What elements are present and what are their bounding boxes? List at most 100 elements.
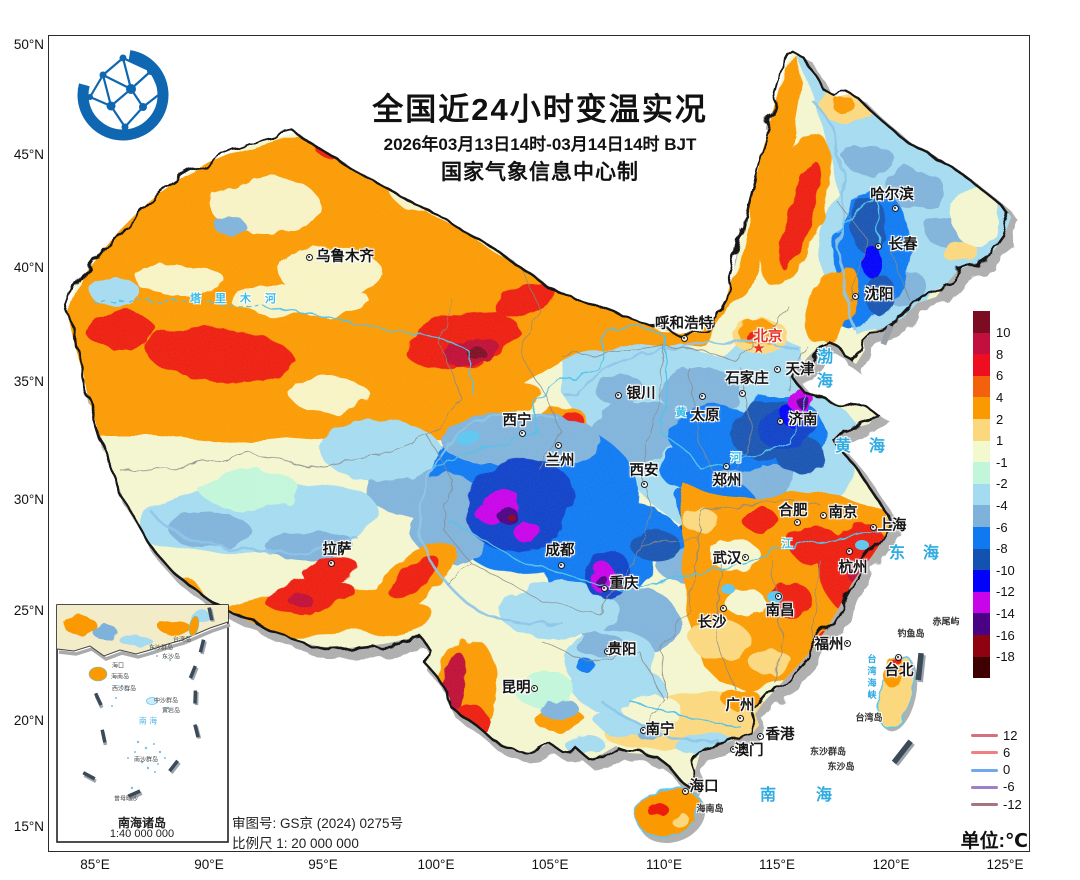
colorbar-tick-label: -12 <box>996 584 1015 600</box>
city-label: 重庆 <box>609 576 639 592</box>
colorbar-tick-label: 10 <box>996 325 1011 341</box>
taiwan-island <box>877 653 915 731</box>
city-label: 乌鲁木齐 <box>316 249 374 265</box>
maritime-boundary-dashes <box>880 324 926 767</box>
lon-tick-label: 115°E <box>759 857 795 872</box>
colorbar-tick-label: 2 <box>996 411 1004 427</box>
legend-line <box>971 751 998 755</box>
inset-scale-label: 1:40 000 000 <box>109 828 175 840</box>
colorbar-swatch <box>973 656 990 679</box>
inset-label: 南 海 <box>138 716 158 726</box>
city-marker <box>680 334 688 342</box>
city-label: 西安 <box>629 463 659 479</box>
legend-line-label: 0 <box>1003 762 1011 778</box>
city-label: 石家庄 <box>725 371 769 387</box>
city-label: 沈阳 <box>864 287 894 303</box>
city-label: 南宁 <box>645 722 675 738</box>
city-label: 银川 <box>626 386 656 402</box>
lat-tick-label: 35°N <box>13 374 44 389</box>
colorbar-tick-label: 6 <box>996 368 1004 384</box>
colorbar-tick-label: -10 <box>996 562 1015 578</box>
inset-label: 曾母暗沙 <box>113 796 139 803</box>
city-label: 太原 <box>690 408 720 424</box>
city-marker <box>554 441 562 449</box>
colorbar-tick-label: -16 <box>996 627 1015 643</box>
sea-or-feature-label: 黄海 <box>834 438 904 455</box>
map-review-number: 审图号: GS京 (2024) 0275号 <box>232 816 404 831</box>
city-marker <box>722 462 730 470</box>
city-marker <box>729 745 737 753</box>
inset-title: 南海诸岛 <box>117 816 166 830</box>
unit-label: 单位:℃ <box>960 831 1028 852</box>
lon-tick-label: 100°E <box>417 857 455 872</box>
city-marker <box>819 511 827 519</box>
city-marker <box>738 389 746 397</box>
city-label: 澳门 <box>734 743 764 759</box>
city-marker <box>530 684 538 692</box>
map-scale-label: 比例尺 1: 20 000 000 <box>232 836 359 851</box>
city-label: 南昌 <box>765 603 795 619</box>
inset-label: 南沙群岛 <box>133 757 159 764</box>
city-marker <box>774 592 782 600</box>
city-label: 合肥 <box>778 503 808 519</box>
city-label: 哈尔滨 <box>870 187 914 203</box>
inset-label: 台湾岛 <box>172 637 192 644</box>
legend-line-label: -12 <box>1003 796 1022 812</box>
colorbar-tick-label: -14 <box>996 605 1015 621</box>
city-marker <box>845 547 853 555</box>
city-marker <box>894 653 902 661</box>
city-label: 武汉 <box>712 551 742 567</box>
city-label: 呼和浩特 <box>655 316 713 332</box>
inset-label: 西沙群岛 <box>111 686 137 693</box>
colorbar-tick-label: -18 <box>996 649 1015 665</box>
city-label: 成都 <box>545 543 575 559</box>
sea-or-feature-label: 河 <box>730 452 742 464</box>
sea-or-feature-label: 黄 <box>675 407 687 419</box>
sea-or-feature-label: 塔里木河 <box>190 293 290 305</box>
lat-tick-label: 45°N <box>13 147 44 162</box>
city-marker <box>305 253 313 261</box>
colorbar-tick-label: -4 <box>996 497 1008 513</box>
credit-line: 国家气象信息中心制 <box>441 161 639 184</box>
colorbar-tick-label: -8 <box>996 541 1008 557</box>
city-marker <box>327 559 335 567</box>
city-marker <box>843 639 851 647</box>
colorbar-tick-label: 8 <box>996 346 1004 362</box>
inset-label: 海口 <box>111 663 125 670</box>
colorbar-swatch <box>973 332 990 355</box>
map-frame <box>48 35 1030 852</box>
sea-or-feature-label: 台湾海峡 <box>866 654 877 702</box>
colorbar-swatch <box>973 419 990 441</box>
colorbar-swatch <box>973 354 990 376</box>
lon-tick-label: 90°E <box>194 857 224 872</box>
legend-line <box>971 768 998 772</box>
colorbar-tick-label: -1 <box>996 454 1008 470</box>
city-marker <box>773 365 781 373</box>
city-marker <box>603 647 611 655</box>
city-marker <box>518 429 526 437</box>
cma-data-logo-icon <box>77 49 169 141</box>
city-marker <box>719 604 727 612</box>
city-marker <box>640 480 648 488</box>
city-marker <box>874 242 882 250</box>
city-marker <box>741 553 749 561</box>
city-marker <box>614 391 622 399</box>
lat-tick-label: 40°N <box>13 260 44 275</box>
city-label: 南京 <box>828 505 858 521</box>
legend-line <box>971 803 998 807</box>
lat-tick-label: 15°N <box>13 819 44 834</box>
city-marker <box>851 292 859 300</box>
city-marker <box>756 732 764 740</box>
colorbar-swatch <box>973 397 990 419</box>
city-label: 福州 <box>814 637 844 653</box>
lat-tick-label: 20°N <box>13 713 44 728</box>
capital-star-marker: ★ <box>752 340 766 357</box>
city-label: 香港 <box>765 727 795 743</box>
colorbar-swatch <box>973 613 990 635</box>
lat-tick-label: 25°N <box>13 603 44 618</box>
colorbar-tick-label: -2 <box>996 476 1008 492</box>
city-marker <box>776 417 784 425</box>
legend-line <box>971 785 998 789</box>
sea-or-feature-label: 钓鱼岛 <box>897 628 925 639</box>
